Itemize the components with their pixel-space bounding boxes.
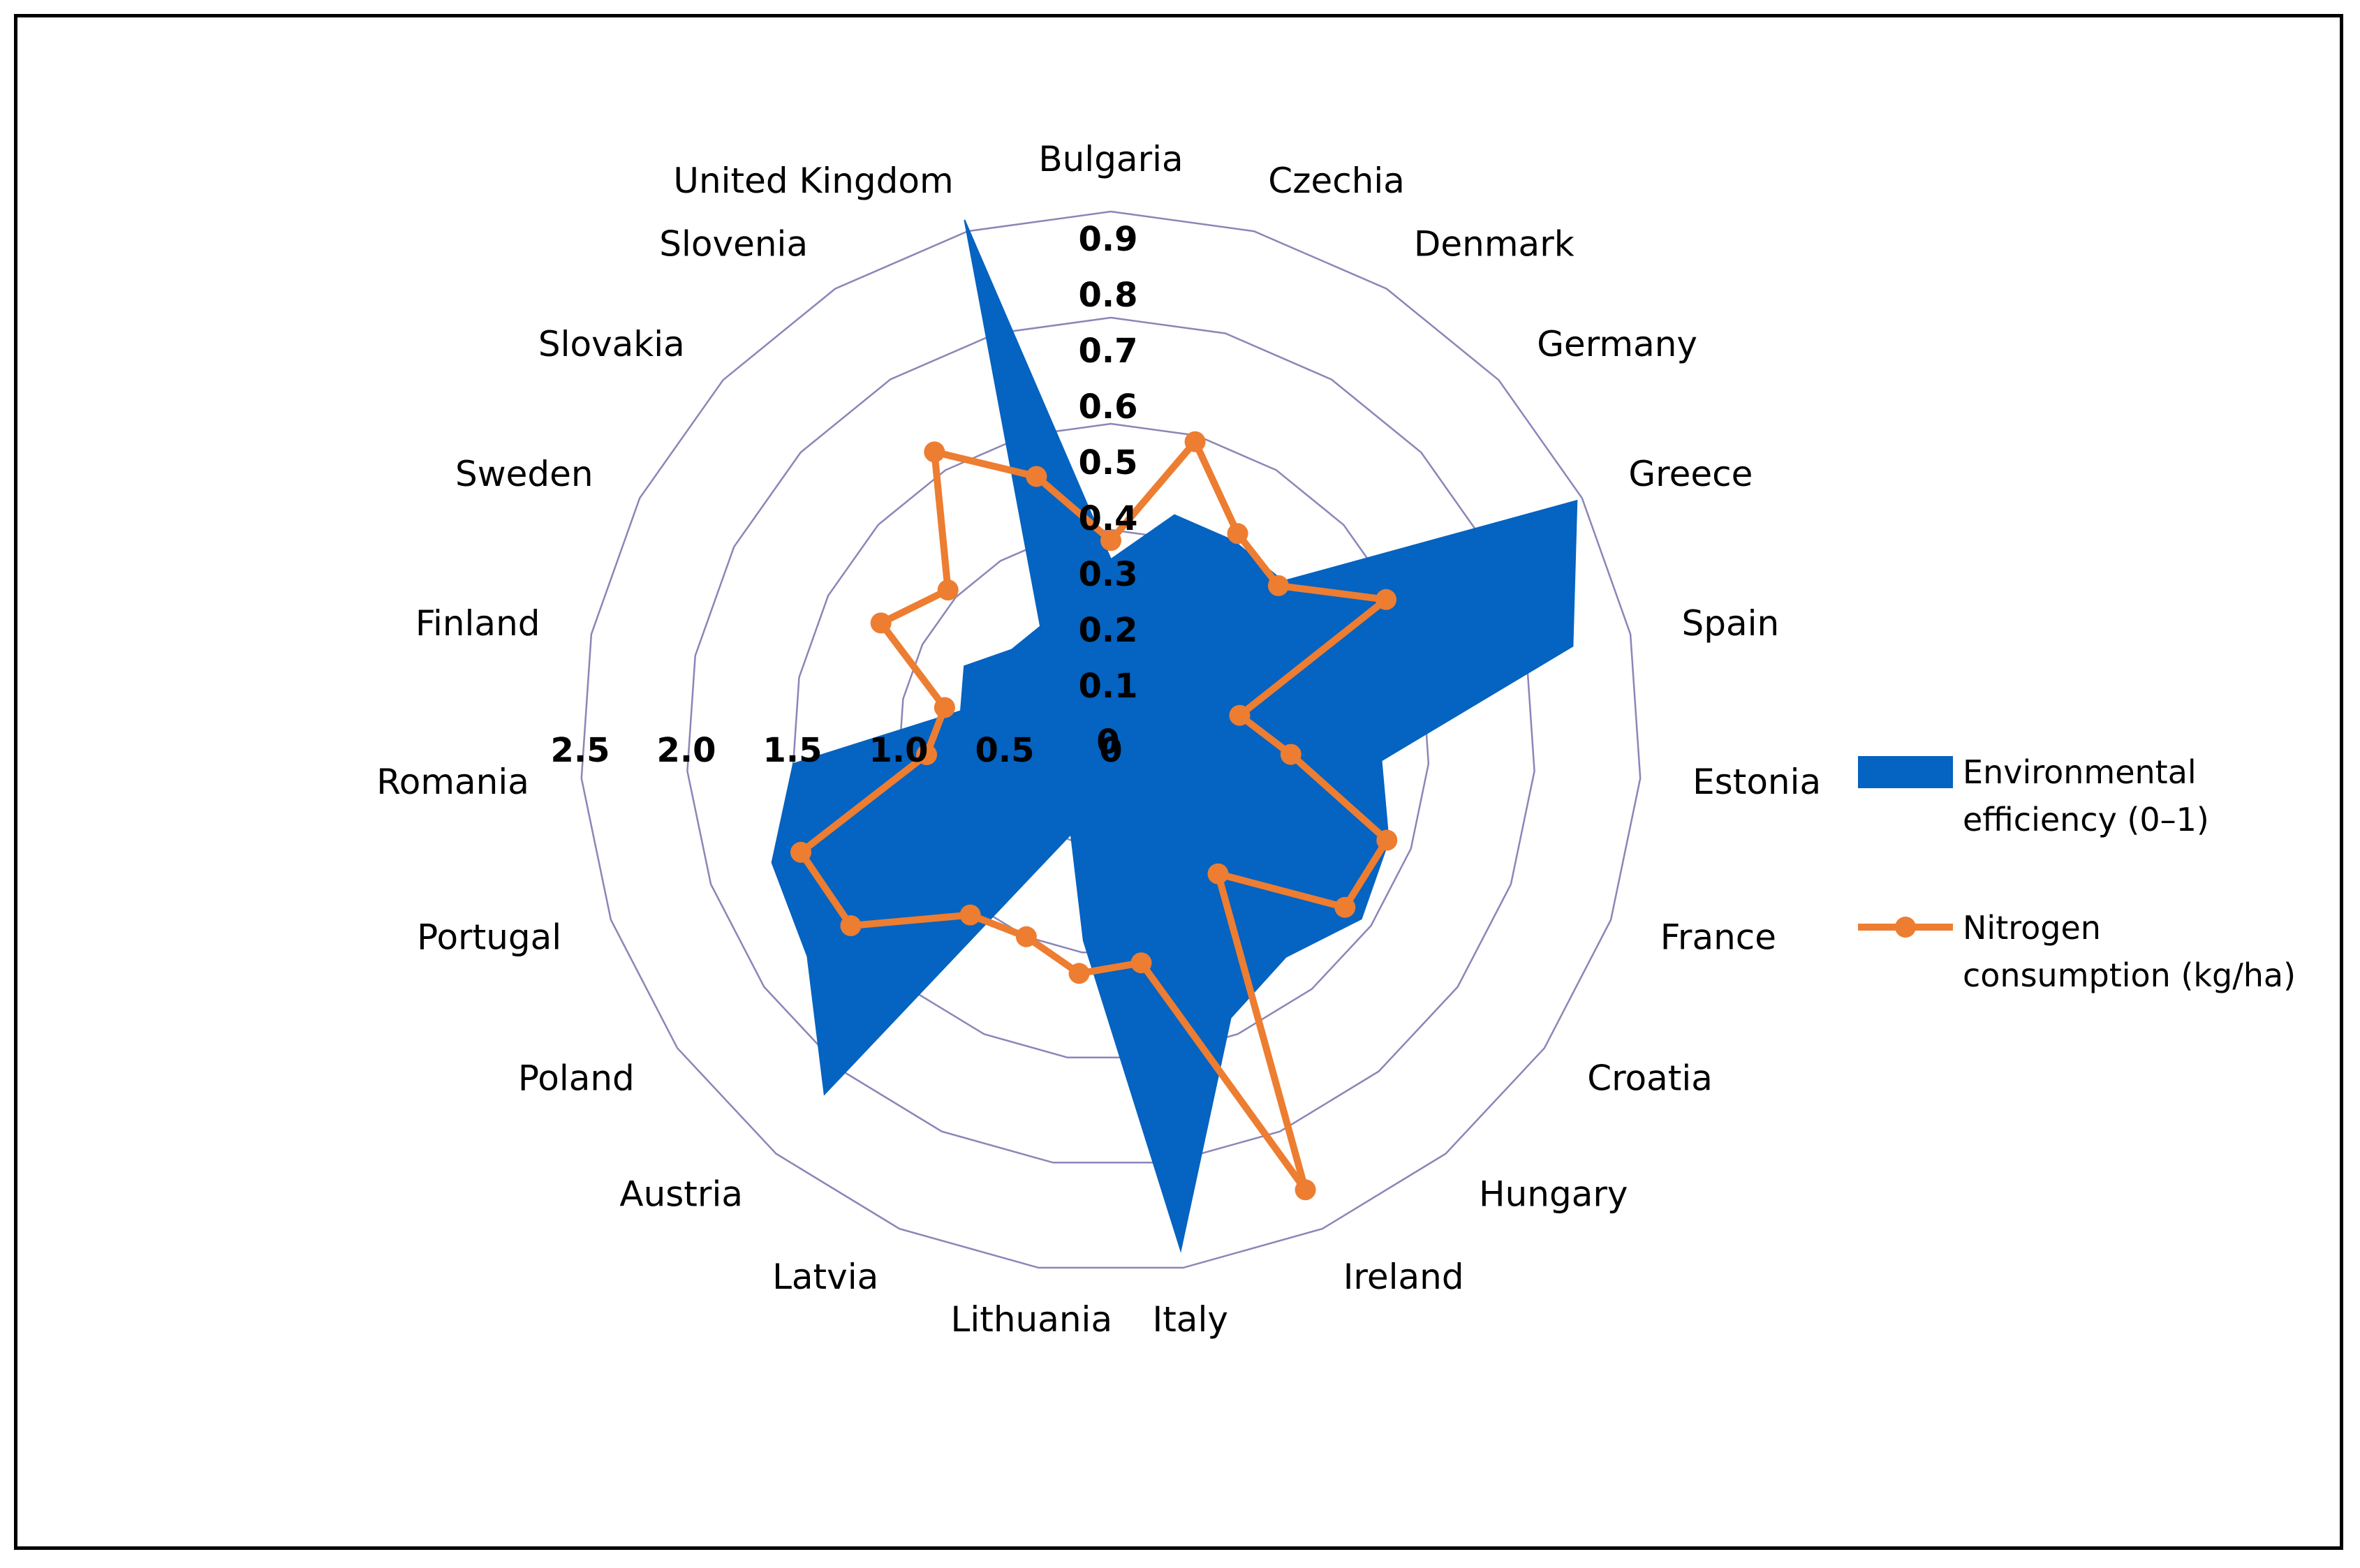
- category-label-ireland: Ireland: [1343, 1257, 1464, 1297]
- nitrogen-tick-label: 0: [1099, 731, 1122, 770]
- nitrogen-tick-label: 1.0: [869, 731, 928, 770]
- category-label-finland: Finland: [415, 603, 540, 644]
- nitrogen-point-latvia: [1015, 926, 1037, 947]
- efficiency-tick-label: 0.8: [1078, 276, 1137, 315]
- nitrogen-point-austria: [959, 904, 981, 926]
- category-label-slovakia: Slovakia: [538, 324, 685, 364]
- category-label-bulgaria: Bulgaria: [1038, 139, 1183, 179]
- nitrogen-tick-label: 2.5: [550, 731, 610, 770]
- category-label-lithuania: Lithuania: [951, 1299, 1113, 1340]
- nitrogen-point-estonia: [1280, 744, 1301, 765]
- nitrogen-point-lithuania: [1068, 963, 1090, 984]
- nitrogen-point-slovenia: [924, 441, 945, 463]
- efficiency-tick-label: 0.5: [1078, 443, 1137, 482]
- category-label-latvia: Latvia: [772, 1257, 878, 1297]
- nitrogen-point-denmark: [1227, 523, 1248, 545]
- nitrogen-line-layer: [790, 431, 1398, 1201]
- nitrogen-point-united-kingdom: [1026, 466, 1047, 487]
- efficiency-tick-label: 0.4: [1078, 499, 1137, 538]
- efficiency-tick-label: 0: [1096, 723, 1119, 762]
- category-label-germany: Germany: [1537, 324, 1697, 364]
- category-label-italy: Italy: [1152, 1299, 1227, 1340]
- nitrogen-point-romania: [916, 744, 938, 765]
- nitrogen-point-poland: [840, 915, 862, 936]
- nitrogen-point-finland: [934, 697, 955, 718]
- category-label-sweden: Sweden: [455, 454, 593, 494]
- nitrogen-tick-label: 0.5: [975, 731, 1034, 770]
- efficiency-tick-label: 0.9: [1078, 220, 1137, 259]
- category-label-estonia: Estonia: [1692, 762, 1821, 802]
- legend-swatch-nitrogen-marker: [1895, 917, 1916, 938]
- category-label-france: France: [1660, 917, 1776, 958]
- nitrogen-point-france: [1376, 829, 1398, 851]
- nitrogen-point-ireland: [1295, 1179, 1316, 1201]
- category-label-czechia: Czechia: [1268, 161, 1405, 201]
- nitrogen-point-slovakia: [937, 579, 959, 601]
- legend-label-nitrogen: Nitrogen: [1963, 909, 2101, 947]
- nitrogen-point-portugal: [790, 841, 811, 863]
- category-label-poland: Poland: [518, 1058, 635, 1099]
- category-label-portugal: Portugal: [417, 917, 561, 958]
- category-label-greece: Greece: [1628, 454, 1753, 494]
- category-label-slovenia: Slovenia: [659, 224, 808, 265]
- category-label-hungary: Hungary: [1479, 1174, 1628, 1215]
- legend-label-nitrogen: consumption (kg/ha): [1963, 956, 2296, 994]
- nitrogen-line: [797, 438, 1391, 1194]
- efficiency-tick-label: 0.6: [1078, 387, 1137, 427]
- category-label-spain: Spain: [1682, 603, 1780, 644]
- nitrogen-point-hungary: [1207, 863, 1229, 885]
- nitrogen-point-italy: [1130, 952, 1152, 974]
- chart-frame: Bulgaria Czechia Denmark Germany Greece Spain…: [14, 14, 2343, 1550]
- efficiency-tick-label: 0.1: [1078, 667, 1137, 706]
- nitrogen-point-sweden: [870, 612, 892, 634]
- nitrogen-tick-label: 1.5: [762, 731, 822, 770]
- efficiency-tick-label: 0.2: [1078, 611, 1137, 650]
- efficiency-area: [771, 219, 1578, 1253]
- nitrogen-point-czechia: [1184, 431, 1206, 452]
- efficiency-tick-label: 0.7: [1078, 332, 1137, 371]
- radial-tick-labels: 0 0.1 0.2 0.3 0.4 0.5 0.6 0.7 0.8 0.9 0 0.5 1.0 1.5 2.…: [550, 220, 1137, 770]
- nitrogen-point-spain: [1229, 704, 1251, 726]
- category-label-united-kingdom: United Kingdom: [673, 161, 953, 201]
- grid-ring-5: [580, 210, 1642, 1269]
- efficiency-tick-label: 0.3: [1078, 555, 1137, 594]
- category-label-croatia: Croatia: [1587, 1058, 1713, 1099]
- legend: Environmental efficiency (0–1) Nitrogen con…: [1858, 753, 2296, 994]
- nitrogen-tick-label: 2.0: [656, 731, 716, 770]
- category-label-austria: Austria: [619, 1174, 743, 1215]
- legend-swatch-efficiency: [1858, 756, 1953, 788]
- legend-label-efficiency: efficiency (0–1): [1963, 801, 2209, 838]
- efficiency-area-layer: [771, 219, 1578, 1253]
- legend-label-efficiency: Environmental: [1963, 753, 2197, 791]
- nitrogen-point-bulgaria: [1100, 530, 1121, 552]
- category-label-romania: Romania: [376, 762, 529, 802]
- nitrogen-point-greece: [1376, 589, 1397, 610]
- category-label-denmark: Denmark: [1414, 224, 1574, 265]
- nitrogen-point-croatia: [1334, 896, 1356, 918]
- nitrogen-point-germany: [1267, 575, 1289, 596]
